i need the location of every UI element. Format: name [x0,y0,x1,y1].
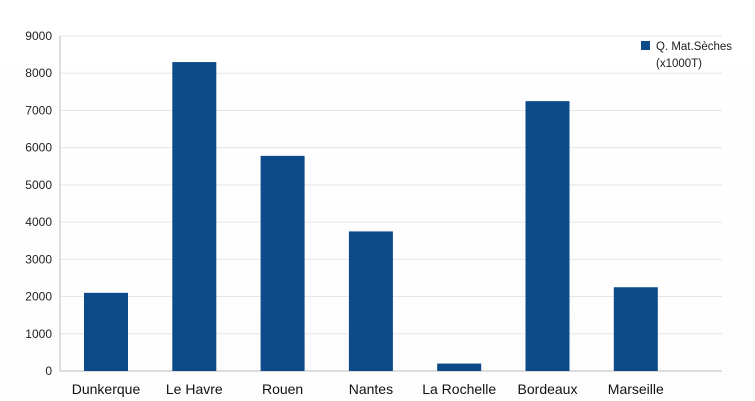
x-tick-label: Rouen [262,381,303,397]
bar-marseille [613,287,658,371]
legend: Q. Mat.Sèches (x1000T) [641,41,732,70]
x-tick-label: Nantes [349,381,393,397]
x-tick-label: Bordeaux [518,381,578,397]
y-tick-label: 6000 [25,141,52,155]
x-tick-label: Le Havre [166,381,223,397]
bar-le-havre [172,62,217,372]
gridlines [59,35,722,372]
bars [84,62,658,372]
y-tick-label: 9000 [25,29,52,43]
x-tick-label: La Rochelle [422,381,496,397]
x-tick-label: Marseille [608,381,664,397]
y-tick-label: 7000 [25,103,52,117]
y-tick-label: 5000 [25,178,52,192]
bar-dunkerque [84,292,128,371]
legend-label-line-1: Q. Mat.Sèches [656,41,732,53]
legend-label-line-2: (x1000T) [656,58,702,70]
y-axis-ticks: 0 1000 2000 3000 4000 5000 6000 7000 8000 9000 [25,29,52,378]
y-tick-label: 4000 [25,215,52,229]
y-tick-label: 1000 [25,327,52,341]
legend-swatch [641,41,650,50]
bar-bordeaux [525,101,570,371]
x-axis-labels: Dunkerque Le Havre Rouen Nantes La Rochelle B… [72,381,664,397]
y-tick-label: 8000 [25,66,52,80]
bar-la-rochelle [437,363,482,371]
y-tick-label: 0 [45,364,52,378]
bar-nantes [348,231,393,371]
bar-rouen [260,155,305,371]
x-tick-label: Dunkerque [72,381,141,397]
y-tick-label: 3000 [25,252,52,266]
y-tick-label: 2000 [25,290,52,304]
